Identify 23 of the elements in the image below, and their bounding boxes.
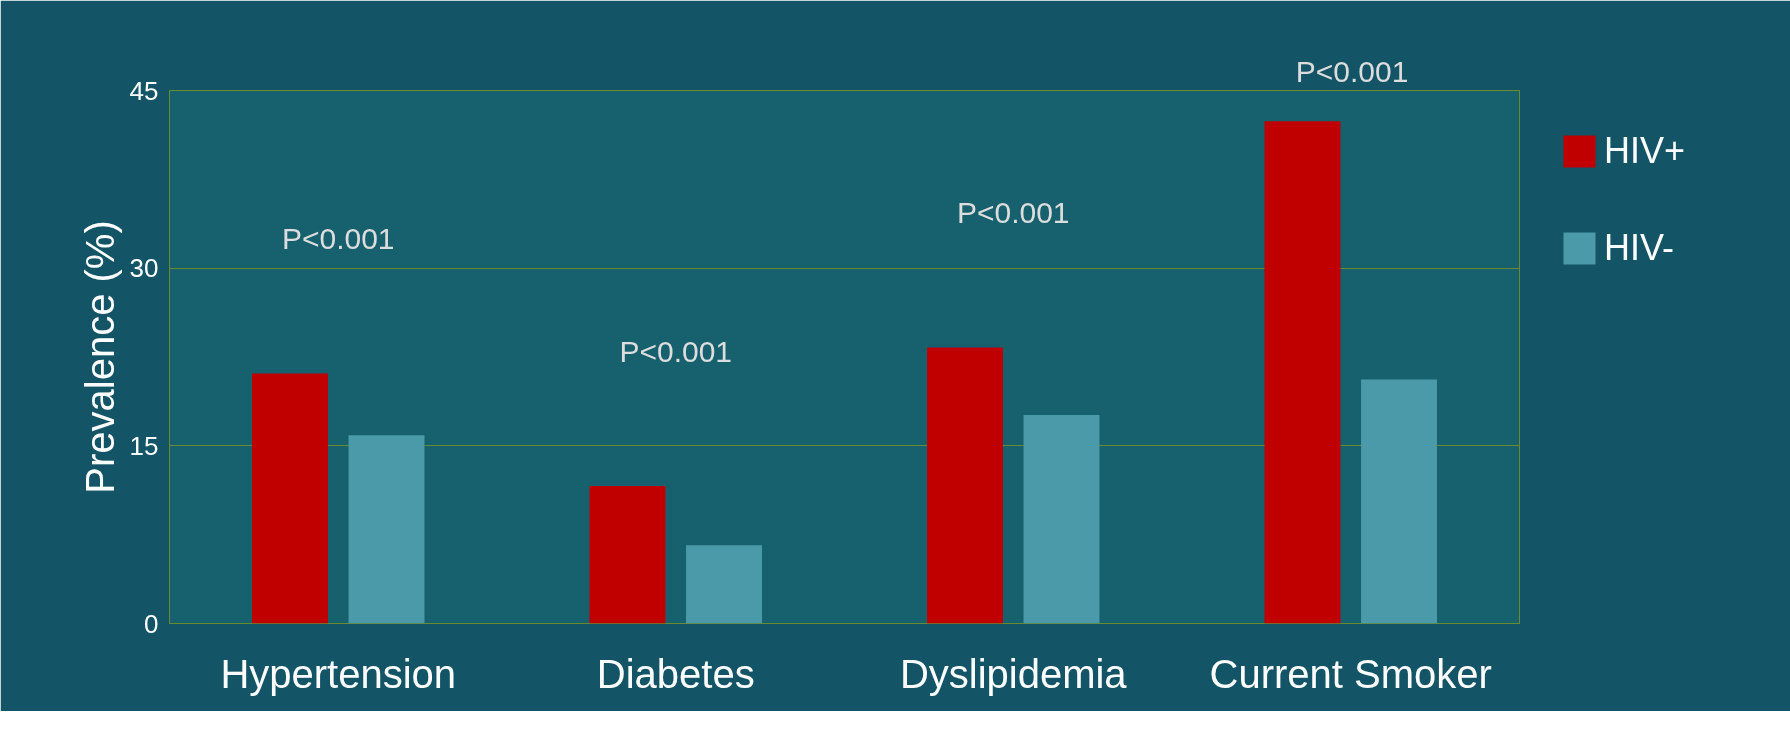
bar [348,435,425,624]
bar [1264,121,1341,624]
bar [1361,379,1437,624]
legend-label: HIV+ [1604,130,1686,172]
x-tick-label: Hypertension [220,651,457,696]
bar [686,545,762,624]
bar [1023,415,1100,624]
x-tick-label: Diabetes [596,651,755,696]
bar [927,347,1003,624]
annotation: P<0.001 [619,334,733,368]
y-tick-label: 0 [144,608,159,639]
y-axis-title: Prevalence (%) [77,220,122,494]
y-tick-label: 45 [129,75,159,106]
bar [252,373,328,624]
y-tick-label: 15 [129,430,159,461]
text: P<0.001 [1295,55,1409,88]
annotation: P<0.001 [281,222,395,256]
x-tick-label: Current Smoker [1209,651,1492,696]
x-tick-label: Dyslipidemia [899,651,1128,696]
bar [589,486,666,624]
annotation: P<0.001 [956,196,1070,230]
legend-label: HIV- [1604,227,1675,269]
y-tick-label: 30 [129,253,159,284]
